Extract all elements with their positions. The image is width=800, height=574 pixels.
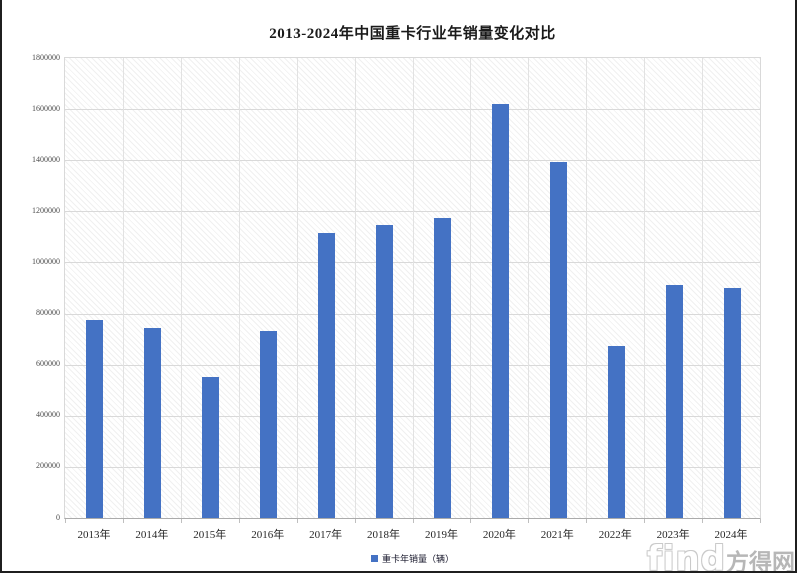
- legend-marker-icon: [370, 554, 378, 562]
- x-axis-tick: [238, 519, 240, 523]
- x-axis: 2013年 2014年 2015年 2016年 2017年 2018年 2019年 2020年…: [64, 519, 761, 543]
- bar-2024年: [723, 287, 741, 518]
- bar-2019年: [433, 217, 451, 518]
- x-gridline: [702, 58, 704, 518]
- x-tick-label: 2024年: [714, 529, 748, 541]
- x-axis-tick: [760, 519, 761, 523]
- bar-2018年: [376, 224, 394, 518]
- x-tick-label: 2020年: [482, 529, 516, 541]
- plot-area: [64, 57, 761, 519]
- chart-title: 2013-2024年中国重卡行业年销量变化对比: [269, 26, 556, 42]
- x-tick-label: 2018年: [367, 529, 401, 541]
- watermark-site-name: 方得网: [726, 550, 795, 573]
- x-gridline: [644, 58, 646, 518]
- x-axis-tick: [354, 519, 356, 523]
- y-tick-label: 0: [56, 512, 60, 522]
- x-axis-tick: [644, 519, 646, 523]
- x-tick-label: 2023年: [656, 529, 690, 541]
- y-tick-label: 1400000: [32, 154, 60, 164]
- x-gridline: [470, 58, 472, 518]
- x-gridline: [238, 58, 240, 518]
- x-tick-label: 2013年: [77, 529, 111, 541]
- x-axis-tick: [296, 519, 298, 523]
- bar-2022年: [607, 346, 625, 518]
- x-tick-label: 2019年: [424, 529, 458, 541]
- x-gridline: [586, 58, 588, 518]
- bar-2020年: [491, 104, 509, 518]
- x-tick-label: 2022年: [598, 529, 632, 541]
- bar-2017年: [318, 232, 336, 518]
- y-tick-label: 1600000: [32, 103, 60, 113]
- bar-2014年: [144, 327, 162, 518]
- x-tick-label: 2014年: [135, 529, 169, 541]
- bar-2021年: [549, 161, 567, 518]
- legend: 重卡年销量（辆）: [64, 551, 761, 565]
- bar-2016年: [260, 330, 278, 518]
- y-tick-label: 1000000: [32, 256, 60, 266]
- y-tick-label: 600000: [36, 359, 60, 369]
- y-tick-label: 400000: [36, 410, 60, 420]
- x-tick-label: 2021年: [540, 529, 574, 541]
- x-tick-label: 2015年: [193, 529, 227, 541]
- x-gridline: [412, 58, 414, 518]
- watermark: find方得网: [647, 539, 795, 573]
- y-axis: 0 200000 400000 600000 800000 1000000 1200000 1…: [2, 52, 60, 522]
- x-axis-tick: [180, 519, 182, 523]
- y-tick-label: 1800000: [32, 52, 60, 62]
- x-gridline: [296, 58, 298, 518]
- x-gridline: [354, 58, 356, 518]
- watermark-find-logo: find: [647, 539, 726, 573]
- x-tick-label: 2016年: [251, 529, 285, 541]
- x-axis-tick: [586, 519, 588, 523]
- bar-2013年: [86, 320, 104, 518]
- bar-2023年: [665, 285, 683, 518]
- x-axis-tick: [65, 519, 66, 523]
- bar-2015年: [202, 377, 220, 518]
- x-axis-tick: [528, 519, 530, 523]
- x-gridline: [180, 58, 182, 518]
- x-gridline: [122, 58, 124, 518]
- y-tick-label: 200000: [36, 461, 60, 471]
- x-axis-tick: [122, 519, 124, 523]
- x-axis-tick: [470, 519, 472, 523]
- y-tick-label: 800000: [36, 308, 60, 318]
- x-gridline: [528, 58, 530, 518]
- legend-label: 重卡年销量（辆）: [381, 553, 454, 564]
- x-tick-label: 2017年: [309, 529, 343, 541]
- y-tick-label: 1200000: [32, 205, 60, 215]
- x-axis-tick: [412, 519, 414, 523]
- x-axis-tick: [702, 519, 704, 523]
